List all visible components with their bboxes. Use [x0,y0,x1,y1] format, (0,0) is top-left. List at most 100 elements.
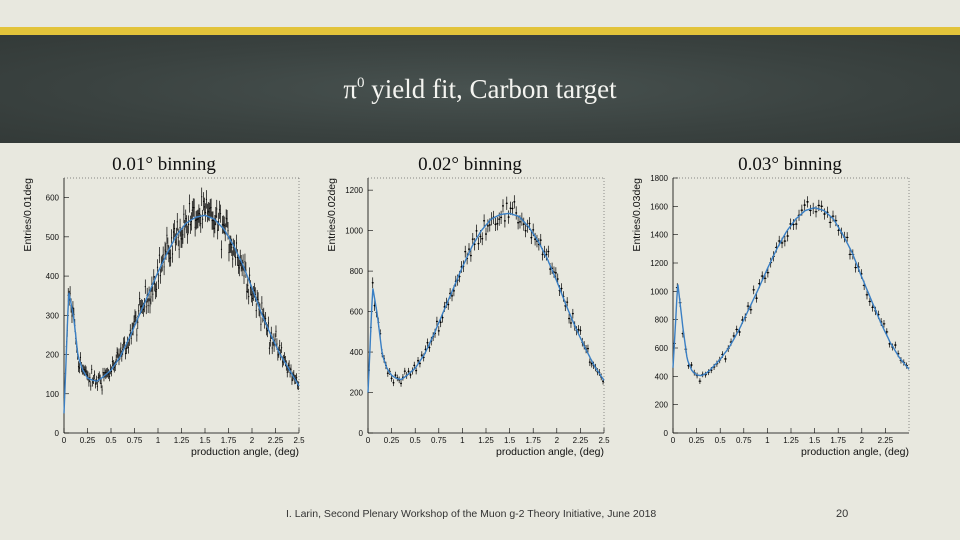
plot1-data-point [117,353,119,355]
plot1-data-point [229,243,231,245]
plot2-data-point [413,364,416,367]
plot1-xtick-label: 2.25 [268,436,284,445]
plot2-data-point [436,320,438,323]
plot1-data-point [166,234,168,236]
plot3-xtick-label: 0.25 [689,436,705,445]
plot1-data-point [286,371,288,373]
plot1-data-point [270,332,272,334]
plot2-data-point [469,254,472,257]
plot1-data-point [87,375,89,377]
plot3-data-point [866,293,868,296]
plot1-data-point [98,375,100,377]
plot3-data-point [786,235,789,237]
plot1-data-point [267,322,270,324]
plot1-data-point [196,218,198,221]
plot2-data-point [517,221,519,224]
accent-stripe [0,27,960,35]
plot1-data-point [115,359,117,361]
plot1-data-point [139,297,141,300]
plot1-data-point [97,377,99,379]
plot1-data-point [140,305,143,307]
plot2-data-point [477,242,480,245]
plot2-xtick-label: 0.5 [410,436,422,445]
plot2-data-point [507,216,510,218]
plot2-data-point [419,362,421,365]
plot2-data-point [503,219,506,222]
plot2-data-point [420,354,423,357]
plot1-data-point [173,228,176,230]
plot3-data-point [815,210,817,213]
plot1-data-point [94,383,97,385]
plot3-data-point [735,328,738,331]
plot1-data-point [281,347,283,349]
plot3-data-point [829,221,832,224]
plot2-data-point [496,222,499,225]
plot1-data-point [187,223,190,226]
plot1-data-point [217,229,219,231]
plot1-data-point [180,238,182,240]
plot2-data-point [579,329,582,332]
plot2-data-point [513,200,516,203]
plot1-data-point [90,385,92,387]
plot1-data-point [206,212,208,214]
plot2-data-point [464,250,467,253]
plot2-data-point [453,289,455,292]
plot1-data-point [187,234,189,236]
plot1-data-point [102,371,104,374]
plot1-ytick-label: 400 [46,272,60,281]
plot1-xtick-label: 2 [250,436,255,445]
plot1-data-point [172,231,175,233]
plot1-data-point [241,267,243,269]
plot2-data-point [566,301,569,304]
plot2-data-point [554,271,557,274]
plot1-data-point [134,315,136,317]
plot1-data-point [205,198,208,200]
plot1-data-point [130,337,132,339]
plot1-data-point [201,196,203,198]
plot1-data-point [296,377,298,379]
plot3-ytick-label: 1200 [650,259,668,268]
plot1-data-point [108,373,110,375]
plot1-data-point [184,228,186,230]
plot1-data-point [221,224,223,226]
slide-title: π0 yield fit, Carbon target [0,74,960,105]
plot2-data-point [502,204,504,207]
plot1-data-point [198,212,200,215]
plot1-data-point [176,221,178,223]
plot1-data-point [249,274,251,276]
plot1-data-point [260,323,262,325]
plot2-data-point [577,328,580,331]
plot1-data-point [164,249,166,251]
plot3-data-point [747,305,749,308]
plot1-fit-curve [63,214,300,414]
title-text: yield fit, Carbon target [364,74,617,104]
plot1-data-point [197,218,199,220]
plot1-data-point [124,352,127,355]
plot1-data-point [190,220,192,222]
plot1-xtick-label: 1.25 [174,436,190,445]
plot1-data-point [177,236,179,239]
plot2-data-point [426,341,429,344]
plot1-data-point [191,209,193,211]
plot3-xtick-label: 1.5 [809,436,821,445]
plot1-data-point [182,234,184,236]
plot2-xtick-label: 1 [460,436,465,445]
plot1-data-point [291,379,293,381]
plot3-data-point [832,215,834,218]
plot2-data-point [407,370,410,373]
plot3-xtick-label: 2 [860,436,865,445]
plot2-ytick-label: 600 [350,308,364,317]
plot1-data-point [290,368,292,370]
plot2-xtick-label: 2.25 [573,436,589,445]
plot3-data-point [783,240,786,242]
plot1-data-point [71,315,73,317]
plot2-data-point [403,370,406,373]
plot1-data-point [263,313,265,316]
plot1-data-point [137,321,139,323]
plot1-data-point [283,356,286,358]
plot3-data-point [781,242,783,244]
plot1-xtick-label: 0.25 [80,436,96,445]
plot2-data-point [541,253,544,256]
plot2-data-point [494,223,497,226]
plot3-data-point [885,331,888,333]
